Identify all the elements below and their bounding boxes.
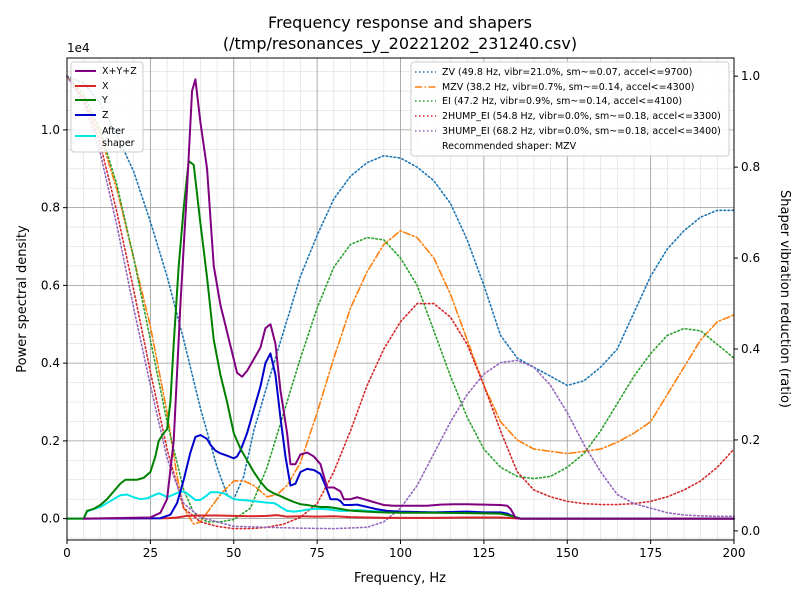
legend-label-recommended-shaper: Recommended shaper: MZV (442, 141, 577, 152)
series-line-ei (66, 75, 735, 523)
legend-label-shaper: shaper (102, 138, 135, 149)
y-right-tick-label: 0.4 (741, 342, 760, 356)
y-tick-label: 0.2 (41, 434, 60, 448)
x-tick-label: 50 (226, 546, 241, 560)
y-tick-label: 0.6 (41, 278, 60, 292)
legend-right-box (410, 61, 730, 157)
x-tick-label: 150 (556, 546, 579, 560)
y-exponent-label: 1e4 (67, 41, 90, 55)
x-tick-label: 200 (723, 546, 746, 560)
legend-right: ZV (49.8 Hz, vibr=21.0%, sm~=0.07, accel… (410, 61, 730, 157)
legend-label-3hump-ei: 3HUMP_EI (68.2 Hz, vibr=0.0%, sm~=0.18, … (442, 126, 721, 137)
x-axis-label: Frequency, Hz (354, 571, 446, 586)
y-axis-label: Power spectral density (15, 225, 30, 373)
y-right-tick-label: 0.0 (741, 524, 760, 538)
legend-label-mzv: MZV (38.2 Hz, vibr=0.7%, sm~=0.14, accel… (442, 82, 694, 93)
legend-left-box (70, 61, 144, 153)
y-right-tick-label: 0.2 (741, 433, 760, 447)
y-tick-label: 0.8 (41, 201, 60, 215)
series-line-after-shaper (66, 490, 735, 520)
series-line-x-y-z (82, 78, 735, 520)
y-tick-label: 0.0 (41, 512, 60, 526)
y-tick-label: 1.0 (41, 123, 60, 137)
y-right-tick-label: 0.8 (741, 160, 760, 174)
chart-title-line1: Frequency response and shapers (268, 13, 532, 32)
y-right-tick-label: 0.6 (741, 251, 760, 265)
y-right-axis-label: Shaper vibration reduction (ratio) (777, 190, 792, 408)
x-tick-label: 0 (63, 546, 71, 560)
legend-label-ei: EI (47.2 Hz, vibr=0.9%, sm~=0.14, accel<… (442, 96, 682, 107)
y-right-tick-label: 1.0 (741, 69, 760, 83)
legend-label-z: Z (102, 110, 109, 121)
series-line-zv (66, 75, 735, 500)
legend-label-zv: ZV (49.8 Hz, vibr=21.0%, sm~=0.07, accel… (442, 67, 692, 78)
legend-label-x: X (102, 81, 109, 92)
series-layer (66, 75, 735, 530)
legend-label-after: After (102, 126, 125, 137)
series-line-x (82, 514, 735, 520)
x-tick-label: 100 (389, 546, 412, 560)
x-tick-label: 75 (309, 546, 324, 560)
series-line-y (66, 160, 735, 520)
chart-title-line2: (/tmp/resonances_y_20221202_231240.csv) (223, 34, 577, 54)
legend-label-2hump-ei: 2HUMP_EI (54.8 Hz, vibr=0.0%, sm~=0.18, … (442, 111, 721, 122)
legend-left: X+Y+Z X Y Z After shaper (70, 61, 144, 153)
x-tick-label: 25 (143, 546, 158, 560)
series-line-3hump-ei (66, 75, 735, 530)
x-tick-label: 175 (639, 546, 662, 560)
y-tick-label: 0.4 (41, 356, 60, 370)
ticks-layer: 0 25 50 75 100 125 150 175 200 0.0 0.2 0.4 0.6 0.8 1.0… (41, 69, 760, 560)
x-tick-label: 125 (472, 546, 495, 560)
legend-label-xyz: X+Y+Z (102, 66, 137, 77)
legend-label-y: Y (101, 95, 108, 106)
